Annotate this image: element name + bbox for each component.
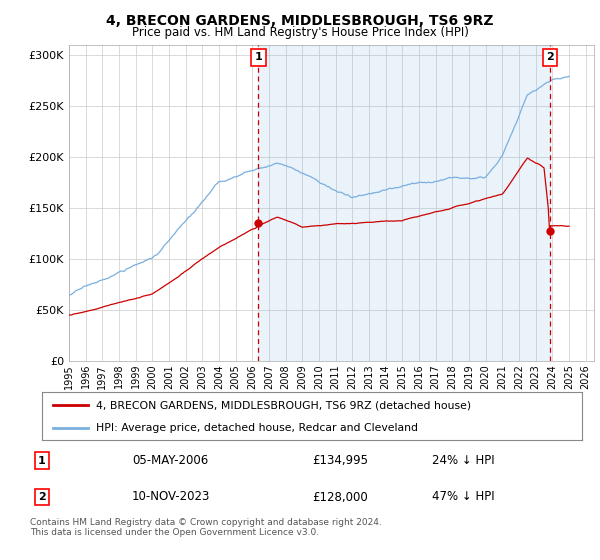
Text: £134,995: £134,995 [312,454,368,467]
Bar [259,45,550,361]
Text: 2: 2 [546,53,554,63]
Text: 4, BRECON GARDENS, MIDDLESBROUGH, TS6 9RZ (detached house): 4, BRECON GARDENS, MIDDLESBROUGH, TS6 9R… [96,400,471,410]
Text: 47% ↓ HPI: 47% ↓ HPI [432,491,494,503]
Text: 1: 1 [38,456,46,465]
Text: Contains HM Land Registry data © Crown copyright and database right 2024.
This d: Contains HM Land Registry data © Crown c… [30,518,382,538]
Text: £128,000: £128,000 [312,491,368,503]
Text: 24% ↓ HPI: 24% ↓ HPI [432,454,494,467]
Text: 1: 1 [254,53,262,63]
Text: 05-MAY-2006: 05-MAY-2006 [132,454,208,467]
Text: 4, BRECON GARDENS, MIDDLESBROUGH, TS6 9RZ: 4, BRECON GARDENS, MIDDLESBROUGH, TS6 9R… [106,14,494,28]
Text: 10-NOV-2023: 10-NOV-2023 [132,491,211,503]
Text: HPI: Average price, detached house, Redcar and Cleveland: HPI: Average price, detached house, Redc… [96,423,418,433]
Text: Price paid vs. HM Land Registry's House Price Index (HPI): Price paid vs. HM Land Registry's House … [131,26,469,39]
Text: 2: 2 [38,492,46,502]
